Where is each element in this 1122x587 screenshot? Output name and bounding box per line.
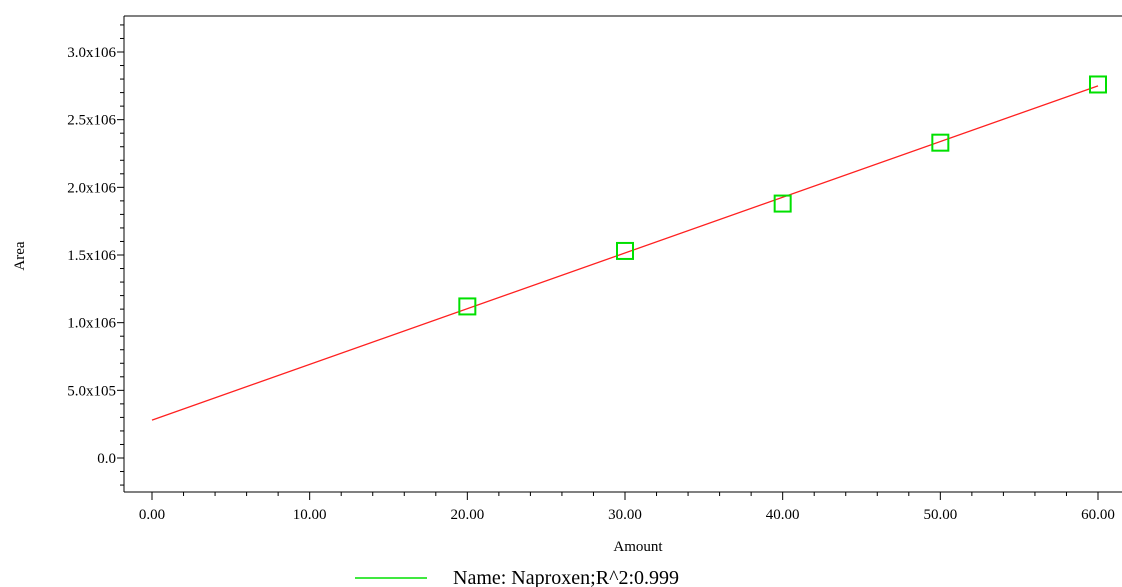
y-tick-label: 1.5x106 — [67, 248, 116, 264]
series-layer — [151, 75, 1107, 421]
data-point-marker — [458, 297, 477, 316]
y-tick-label: 0.0 — [97, 451, 116, 467]
y-tick-label: 2.5x106 — [67, 113, 116, 129]
data-point-marker — [931, 133, 950, 152]
y-tick-label: 3.0x106 — [67, 45, 116, 61]
legend-entry: Name: Naproxen;R^2:0.999 — [453, 567, 679, 587]
x-tick-label: 40.00 — [766, 507, 800, 523]
x-tick-label: 0.00 — [139, 507, 165, 523]
x-tick-label: 60.00 — [1081, 507, 1115, 523]
x-tick-label: 50.00 — [923, 507, 957, 523]
x-axis-title: Amount — [613, 539, 663, 555]
plot-frame — [123, 15, 1122, 493]
calibration-fit-line — [151, 85, 1099, 421]
y-tick-label: 1.0x106 — [67, 316, 116, 332]
x-axis: 0.00 10.00 20.00 30.00 40.00 50.00 60.00 — [139, 492, 1115, 523]
x-tick-label: 30.00 — [608, 507, 642, 523]
y-tick-label: 5.0x105 — [67, 383, 116, 399]
x-tick-label: 10.00 — [293, 507, 327, 523]
data-point-marker — [773, 194, 792, 213]
y-axis: 0.0 5.0x105 1.0x106 1.5x106 2.0x106 2.5x106 3.… — [67, 24, 124, 486]
data-point-marker — [616, 241, 634, 260]
data-point-marker — [1089, 75, 1107, 94]
y-tick-label: 2.0x106 — [67, 180, 116, 196]
x-tick-label: 20.00 — [450, 507, 484, 523]
legend: Name: Naproxen;R^2:0.999 — [355, 567, 679, 587]
y-axis-title: Area — [12, 241, 28, 270]
